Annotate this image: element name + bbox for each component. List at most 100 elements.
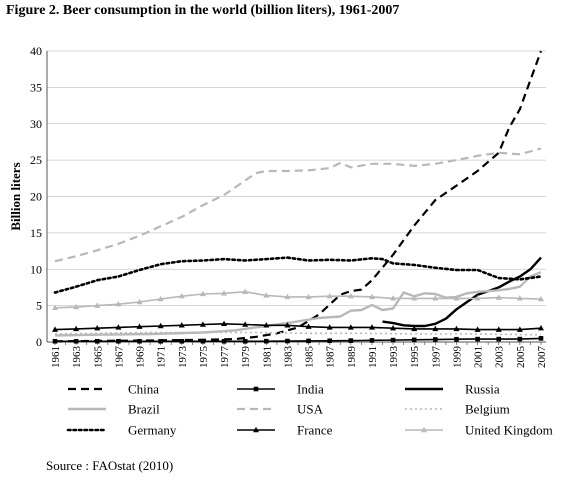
series-lines — [52, 50, 544, 344]
data-point — [178, 292, 185, 299]
x-tick-label: 1997 — [430, 346, 442, 369]
legend-item-united-kingdom: United Kingdom — [405, 423, 553, 438]
data-point — [305, 293, 312, 300]
y-tick-label: 5 — [36, 299, 42, 313]
data-point — [347, 324, 354, 330]
y-axis-label: Billion liters — [8, 162, 23, 230]
data-point — [305, 323, 312, 329]
data-point — [73, 338, 79, 344]
legend-label: Belgium — [465, 402, 510, 417]
data-point — [432, 325, 439, 332]
data-point — [94, 302, 101, 308]
x-tick-label: 1981 — [261, 346, 273, 368]
data-point — [496, 336, 502, 342]
y-tick-label: 35 — [30, 80, 42, 94]
data-point — [157, 322, 164, 329]
data-point — [368, 293, 375, 300]
data-point — [52, 326, 58, 332]
x-tick-label: 2001 — [473, 346, 485, 368]
series-line-brazil — [54, 271, 542, 337]
data-point — [221, 320, 228, 327]
data-point — [263, 292, 270, 298]
y-tick-label: 0 — [36, 335, 42, 349]
data-point — [178, 322, 185, 328]
series-line-germany — [53, 256, 543, 294]
data-point — [221, 338, 227, 344]
data-point — [453, 295, 460, 301]
y-tick-labels: 0 5 10 15 20 25 30 35 40 — [30, 44, 42, 349]
x-tick-label: 1999 — [451, 346, 463, 369]
data-point — [326, 324, 333, 330]
x-tick-label: 2005 — [515, 346, 527, 369]
data-point — [136, 323, 143, 329]
data-point — [433, 337, 438, 342]
data-point — [285, 338, 290, 344]
legend-item-china: China — [68, 382, 159, 397]
data-point — [538, 295, 544, 302]
x-tick-label: 1987 — [325, 346, 337, 369]
series-russia — [382, 256, 542, 328]
y-tick-label: 25 — [30, 153, 42, 167]
series-belgium — [54, 331, 542, 336]
y-tick-label: 40 — [30, 44, 42, 58]
data-point — [115, 300, 122, 307]
data-point — [495, 326, 502, 332]
data-point — [411, 337, 417, 343]
data-point — [94, 324, 101, 331]
data-point — [242, 338, 248, 344]
data-point — [136, 298, 143, 305]
x-tick-label: 2007 — [536, 346, 548, 369]
source-note: Source : FAOstat (2010) — [46, 458, 174, 473]
data-point — [369, 338, 375, 343]
data-point — [199, 321, 206, 327]
data-point — [368, 324, 375, 330]
data-point — [475, 336, 480, 342]
legend-item-belgium: Belgium — [405, 402, 510, 417]
legend-label: Brazil — [128, 402, 160, 417]
data-point — [538, 336, 544, 341]
data-point — [348, 338, 354, 343]
legend-label: USA — [297, 402, 324, 417]
legend-label: France — [297, 423, 333, 438]
y-tick-label: 20 — [30, 190, 42, 204]
data-point — [200, 338, 206, 344]
figure-title: Figure 2. Beer consumption in the world … — [6, 3, 400, 18]
x-tick-label: 1983 — [282, 346, 294, 369]
data-point — [517, 336, 523, 342]
data-point — [264, 338, 269, 344]
legend-label: Germany — [128, 423, 177, 438]
legend-label: Russia — [465, 382, 500, 397]
series-usa — [54, 147, 542, 263]
data-point — [390, 337, 396, 343]
legend-marker — [253, 426, 259, 433]
data-point — [326, 292, 333, 299]
x-tick-label: 1969 — [135, 346, 147, 369]
x-tick-label: 1991 — [367, 346, 379, 368]
x-tick-labels: 1961 1963 1965 1967 1969 1971 1973 1975 1977 1979… — [50, 346, 548, 369]
legend-item-india: India — [237, 382, 324, 397]
series-line-united-kingdom — [54, 291, 542, 309]
data-point — [495, 294, 502, 300]
data-point — [73, 325, 80, 332]
legend-label: India — [297, 382, 324, 397]
axes — [46, 51, 546, 345]
legend-item-france: France — [237, 423, 333, 438]
x-tick-label: 1979 — [240, 346, 252, 369]
data-point — [327, 338, 332, 344]
data-point — [116, 338, 121, 344]
data-point — [411, 295, 418, 301]
y-tick-label: 30 — [30, 117, 42, 131]
x-tick-label: 1977 — [219, 346, 231, 369]
data-point — [284, 293, 291, 300]
data-point — [516, 326, 523, 332]
series-india — [52, 336, 544, 344]
x-tick-label: 1995 — [409, 346, 421, 369]
data-point — [516, 295, 523, 301]
data-point — [199, 290, 206, 297]
data-point — [284, 322, 291, 328]
legend-label: China — [128, 382, 159, 397]
data-point — [474, 326, 481, 332]
x-tick-label: 1967 — [113, 346, 125, 369]
x-tick-label: 1985 — [304, 346, 316, 369]
